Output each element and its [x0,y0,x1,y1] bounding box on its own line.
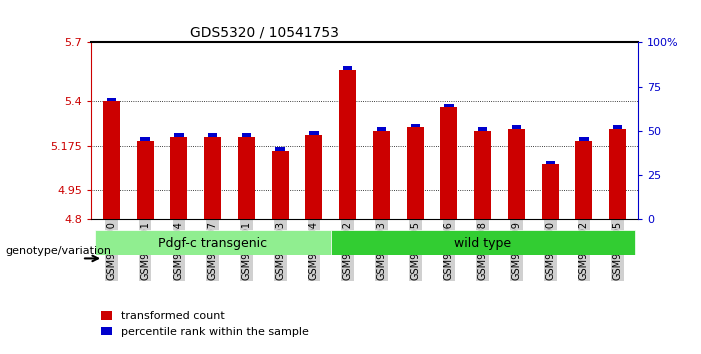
Bar [478,127,487,131]
Bar [175,133,184,137]
Bar [609,129,626,219]
FancyBboxPatch shape [95,230,331,255]
Bar [137,141,154,219]
Bar [208,133,217,137]
Text: wild type: wild type [454,237,511,250]
Bar [440,107,457,219]
Bar [272,151,289,219]
Legend: transformed count, percentile rank within the sample: transformed count, percentile rank withi… [97,307,313,341]
Bar [512,125,521,129]
Bar [204,137,221,219]
Text: genotype/variation: genotype/variation [6,246,111,256]
Bar [542,164,559,219]
Bar [576,141,592,219]
Bar [238,137,255,219]
Bar [407,127,423,219]
Bar [309,131,318,135]
Bar [613,125,622,129]
Bar [579,137,589,141]
Bar [343,67,353,70]
Bar [103,102,120,219]
Bar [373,131,390,219]
Bar [508,129,525,219]
Bar [376,127,386,131]
Bar [170,137,187,219]
Bar [545,161,554,164]
Bar [339,70,356,219]
Bar [275,147,285,151]
Bar [474,131,491,219]
Bar [306,135,322,219]
Bar [140,137,150,141]
Bar [107,98,116,102]
Bar [444,104,454,107]
FancyBboxPatch shape [331,230,634,255]
Bar [411,124,420,127]
Text: GDS5320 / 10541753: GDS5320 / 10541753 [189,26,339,40]
Bar [242,133,251,137]
Text: Pdgf-c transgenic: Pdgf-c transgenic [158,237,267,250]
